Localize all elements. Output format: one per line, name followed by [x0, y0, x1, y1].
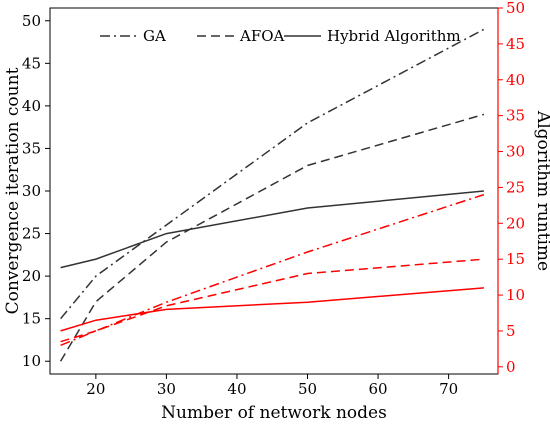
x-tick-label: 70 [439, 380, 458, 398]
series-line-left-0 [60, 28, 485, 320]
x-tick-label: 30 [157, 380, 176, 398]
left-y-tick-label: 20 [22, 267, 41, 285]
series-line-right-5 [60, 287, 484, 332]
left-y-tick-label: 15 [22, 310, 41, 328]
x-tick-label: 40 [227, 380, 246, 398]
series-line-right-4 [60, 258, 484, 343]
right-y-tick-label: 40 [506, 71, 525, 89]
right-y-tick-label: 25 [506, 178, 525, 196]
right-y-tick-label: 50 [506, 0, 525, 17]
left-y-tick-label: 10 [22, 352, 41, 370]
legend: GA AFOA Hybrid Algorithm [100, 27, 461, 45]
plot-frame [49, 7, 499, 375]
left-y-tick-label: 45 [22, 54, 41, 72]
left-y-tick-label: 50 [22, 12, 41, 30]
series-line-right-3 [60, 193, 485, 346]
right-y-tick-label: 10 [506, 286, 525, 304]
series-line-left-2 [60, 190, 484, 269]
x-axis-label: Number of network nodes [161, 403, 387, 423]
left-y-tick-label: 35 [22, 139, 41, 157]
legend-label: AFOA [239, 27, 285, 45]
left-y-tick-label: 25 [22, 225, 41, 243]
left-y-tick-label: 30 [22, 182, 41, 200]
right-y-tick-label: 45 [506, 35, 525, 53]
legend-label: GA [143, 27, 166, 45]
x-tick-label: 50 [298, 380, 317, 398]
right-y-axis-label: Algorithm runtime [533, 110, 550, 271]
right-y-tick-label: 30 [506, 143, 525, 161]
plot-marks [59, 28, 485, 362]
right-y-tick-label: 35 [506, 107, 525, 125]
legend-label: Hybrid Algorithm [327, 27, 461, 45]
left-y-tick-label: 40 [22, 97, 41, 115]
right-y-tick-label: 20 [506, 214, 525, 232]
series-line-left-1 [59, 113, 485, 362]
x-tick-label: 60 [369, 380, 388, 398]
right-y-tick-label: 15 [506, 250, 525, 268]
right-y-tick-label: 5 [506, 322, 516, 340]
right-y-tick-label: 0 [506, 358, 516, 376]
left-y-axis-label: Convergence iteration count [3, 67, 23, 314]
x-tick-label: 20 [86, 380, 105, 398]
axes: 20 30 40 50 60 70 10 15 20 25 30 35 40 45 50 0 5 10 15 20 25… [22, 0, 525, 398]
